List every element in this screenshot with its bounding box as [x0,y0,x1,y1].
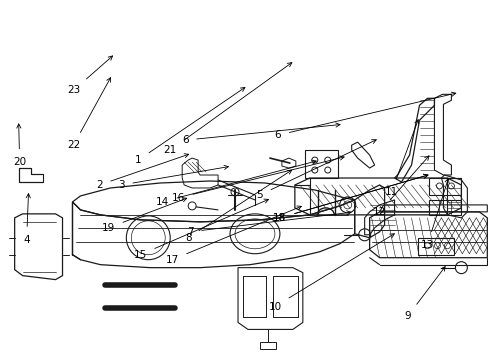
Text: 18: 18 [273,174,427,223]
Text: 8: 8 [184,170,291,243]
Text: 3: 3 [118,165,228,190]
Text: 17: 17 [165,206,301,265]
Text: 20: 20 [13,124,26,167]
Text: 15: 15 [133,199,268,260]
Text: 22: 22 [67,78,110,150]
Text: 2: 2 [96,154,188,190]
Text: 11: 11 [384,120,418,197]
Text: 13: 13 [420,179,448,250]
Text: 6: 6 [182,123,339,145]
Text: 10: 10 [268,234,394,311]
Text: 14: 14 [155,160,316,207]
Text: 23: 23 [67,56,112,95]
Text: 21: 21 [163,63,291,155]
Text: 4: 4 [23,194,30,245]
Text: 1: 1 [135,87,244,165]
Text: 5: 5 [256,140,375,200]
Text: 18: 18 [273,174,427,223]
Text: 9: 9 [404,267,444,321]
Text: 12: 12 [372,156,428,217]
Text: 6: 6 [274,92,455,140]
Text: 7: 7 [186,211,350,237]
Text: 16: 16 [171,156,344,203]
Text: 19: 19 [102,198,186,233]
